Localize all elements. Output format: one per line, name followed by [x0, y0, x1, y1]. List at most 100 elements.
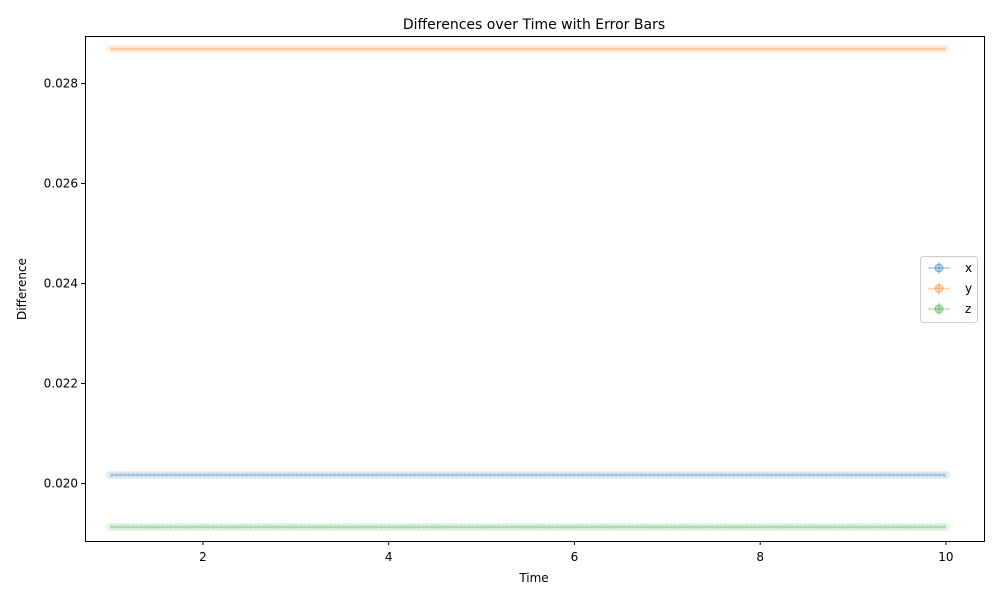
x-tick-label: 8: [756, 550, 764, 564]
series-y-point: [118, 45, 127, 53]
series-z-point: [404, 523, 413, 531]
series-y-point: [496, 45, 505, 53]
series-y-point: [933, 45, 942, 53]
series-z-point: [127, 523, 136, 531]
series-x-point: [383, 471, 392, 479]
series-x-point: [715, 471, 724, 479]
series-z-point: [589, 523, 598, 531]
series-y-point: [311, 45, 320, 53]
series-y-point: [265, 45, 274, 53]
series-x-point: [467, 471, 476, 479]
series-y-point: [521, 45, 530, 53]
series-z-point: [198, 523, 207, 531]
series-y-point: [530, 45, 539, 53]
series-x-point: [824, 471, 833, 479]
series-y-point: [106, 45, 115, 53]
legend-entry-z: z: [928, 302, 971, 316]
series-x-point: [694, 471, 703, 479]
series-y-point: [316, 45, 325, 53]
series-z-point: [433, 523, 442, 531]
series-x-point: [786, 471, 795, 479]
legend-box: [920, 256, 978, 323]
series-z-point: [920, 523, 929, 531]
series-x-point: [517, 471, 526, 479]
series-x-point: [937, 471, 946, 479]
series-x-point: [538, 471, 547, 479]
series-x-point: [299, 471, 308, 479]
series-y-point: [379, 45, 388, 53]
series-z-point: [341, 523, 350, 531]
series-x-point: [647, 471, 656, 479]
series-x-point: [563, 471, 572, 479]
series-x-point: [895, 471, 904, 479]
series-x-point: [841, 471, 850, 479]
y-axis-ticks: 0.020 0.022 0.024 0.026 0.028: [44, 77, 85, 491]
series-y-point: [127, 45, 136, 53]
series-z-point: [421, 523, 430, 531]
series-z-point: [467, 523, 476, 531]
series-z-point: [534, 523, 543, 531]
series-z-point: [471, 523, 480, 531]
series-z-point: [370, 523, 379, 531]
series-layer: [106, 45, 950, 531]
series-z-point: [320, 523, 329, 531]
series-z-point: [773, 523, 782, 531]
series-z-point: [416, 523, 425, 531]
series-y-point: [614, 45, 623, 53]
series-y-point: [664, 45, 673, 53]
series-y-point: [740, 45, 749, 53]
series-y-point: [589, 45, 598, 53]
series-z-point: [908, 523, 917, 531]
series-x-point: [815, 471, 824, 479]
series-x-point: [530, 471, 539, 479]
series-x-point: [723, 471, 732, 479]
series-y-point: [845, 45, 854, 53]
series-x-point: [668, 471, 677, 479]
series-x-point: [912, 471, 921, 479]
series-y-point: [593, 45, 602, 53]
series-x-point: [152, 471, 161, 479]
series-y-point: [576, 45, 585, 53]
series-x-point: [211, 471, 220, 479]
series-y-point: [668, 45, 677, 53]
series-x-point: [118, 471, 127, 479]
series-y-point: [815, 45, 824, 53]
series-x-point: [660, 471, 669, 479]
series-z-point: [517, 523, 526, 531]
series-z-point: [937, 523, 946, 531]
series-y-point: [353, 45, 362, 53]
series-x-point: [261, 471, 270, 479]
series-x-point: [274, 471, 283, 479]
series-z-point: [551, 523, 560, 531]
series-x-point: [370, 471, 379, 479]
series-z-point: [744, 523, 753, 531]
series-y-point: [479, 45, 488, 53]
series-x-point: [941, 471, 950, 479]
series-z-point: [505, 523, 514, 531]
series-y-point: [874, 45, 883, 53]
series-y-point: [223, 45, 232, 53]
series-y-point: [652, 45, 661, 53]
series-z-point: [841, 523, 850, 531]
series-z-point: [727, 523, 736, 531]
series-x-point: [471, 471, 480, 479]
series-z-point: [811, 523, 820, 531]
series-z-point: [626, 523, 635, 531]
series-z-point: [479, 523, 488, 531]
series-z-point: [786, 523, 795, 531]
series-x-point: [761, 471, 770, 479]
series-z-point: [219, 523, 228, 531]
series-x-point: [437, 471, 446, 479]
series-x-point: [857, 471, 866, 479]
series-x-point: [412, 471, 421, 479]
series-y-point: [408, 45, 417, 53]
series-y-point: [219, 45, 228, 53]
series-z-point: [307, 523, 316, 531]
series-z-point: [202, 523, 211, 531]
series-z-point: [685, 523, 694, 531]
series-y-point: [471, 45, 480, 53]
series-y-point: [887, 45, 896, 53]
series-x-point: [143, 471, 152, 479]
series-y-point: [618, 45, 627, 53]
series-y-point: [492, 45, 501, 53]
